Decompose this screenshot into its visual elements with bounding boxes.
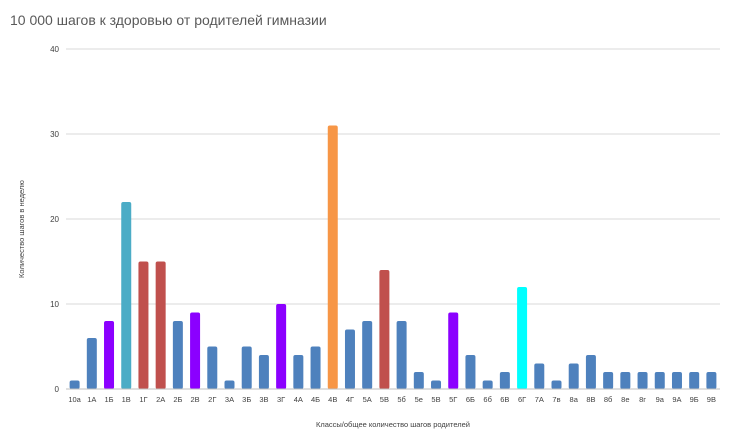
bar <box>362 321 373 389</box>
x-tick-label: 2Б <box>173 395 182 404</box>
bar <box>396 321 407 389</box>
bar <box>568 363 579 389</box>
y-tick-label: 0 <box>55 385 60 394</box>
x-tick-label: 1В <box>122 395 131 404</box>
bar <box>207 346 218 389</box>
x-tick-label: 6б <box>483 395 491 404</box>
x-tick-label: 7А <box>535 395 544 404</box>
x-axis-ticks: 10а 1А 1Б 1В 1Г 2А 2Б 2В 2Г 3А 3Б 3В 3Г 4А 4Б 4В 4Г 5А 5В 5… <box>68 395 716 404</box>
x-tick-label: 3А <box>225 395 234 404</box>
x-tick-label: 2В <box>190 395 199 404</box>
bar <box>603 372 614 389</box>
y-axis-label: Количество шагов в неделю <box>17 180 26 278</box>
bar <box>104 321 115 389</box>
x-tick-label: 8а <box>570 395 579 404</box>
bar <box>69 380 80 389</box>
y-tick-label: 20 <box>50 215 59 224</box>
bar <box>482 380 493 389</box>
x-tick-label: 10а <box>68 395 81 404</box>
x-tick-label: 5Г <box>449 395 457 404</box>
x-tick-label: 6В <box>500 395 509 404</box>
bar <box>637 372 648 389</box>
bars <box>69 125 717 389</box>
bar <box>86 338 97 389</box>
x-tick-label: 1А <box>87 395 96 404</box>
y-tick-label: 10 <box>50 300 59 309</box>
x-tick-label: 6Г <box>518 395 526 404</box>
bar <box>413 372 424 389</box>
y-axis-ticks: 0 10 20 30 40 <box>50 45 59 394</box>
x-tick-label: 8В <box>586 395 595 404</box>
x-tick-label: 3Б <box>242 395 251 404</box>
x-axis-label: Классы/общее количество шагов родителей <box>316 420 470 429</box>
x-tick-label: 2А <box>156 395 165 404</box>
bar <box>138 261 149 389</box>
x-tick-label: 8б <box>604 395 612 404</box>
bar <box>465 355 476 389</box>
bar <box>327 125 338 389</box>
bar <box>534 363 545 389</box>
bar <box>172 321 183 389</box>
x-tick-label: 5е <box>415 395 423 404</box>
x-tick-label: 9Б <box>690 395 699 404</box>
bar <box>448 312 459 389</box>
bar <box>241 346 252 389</box>
x-tick-label: 4Б <box>311 395 320 404</box>
bar <box>620 372 631 389</box>
x-tick-label: 7в <box>552 395 560 404</box>
bar <box>689 372 700 389</box>
x-tick-label: 8е <box>621 395 629 404</box>
bar <box>517 287 528 389</box>
bar <box>121 202 132 389</box>
bar <box>310 346 321 389</box>
bar <box>344 329 355 389</box>
x-tick-label: 9а <box>656 395 665 404</box>
x-tick-label: 1Б <box>104 395 113 404</box>
x-tick-label: 4Г <box>346 395 354 404</box>
bar <box>293 355 304 389</box>
x-tick-label: 8г <box>639 395 646 404</box>
bar <box>671 372 682 389</box>
x-tick-label: 5В <box>380 395 389 404</box>
bar <box>190 312 201 389</box>
x-tick-label: 9А <box>672 395 681 404</box>
bar <box>706 372 717 389</box>
x-tick-label: 4А <box>294 395 303 404</box>
bar <box>258 355 269 389</box>
bar <box>379 270 390 389</box>
bar <box>276 304 287 389</box>
bar <box>499 372 510 389</box>
x-tick-label: 6Б <box>466 395 475 404</box>
x-tick-label: 9В <box>707 395 716 404</box>
bar <box>431 380 442 389</box>
x-tick-label: 4В <box>328 395 337 404</box>
x-tick-label: 1Г <box>139 395 147 404</box>
x-tick-label: 2Г <box>208 395 216 404</box>
x-tick-label: 3В <box>259 395 268 404</box>
bar <box>224 380 235 389</box>
bar <box>585 355 596 389</box>
gridlines <box>66 48 720 305</box>
bar <box>654 372 665 389</box>
bar <box>155 261 166 389</box>
x-tick-label: 5В <box>431 395 440 404</box>
y-tick-label: 40 <box>50 45 59 54</box>
chart-title: 10 000 шагов к здоровью от родителей гим… <box>10 12 327 28</box>
x-tick-label: 3Г <box>277 395 285 404</box>
y-tick-label: 30 <box>50 130 59 139</box>
x-tick-label: 5б <box>397 395 405 404</box>
bar <box>551 380 562 389</box>
x-tick-label: 5А <box>363 395 372 404</box>
